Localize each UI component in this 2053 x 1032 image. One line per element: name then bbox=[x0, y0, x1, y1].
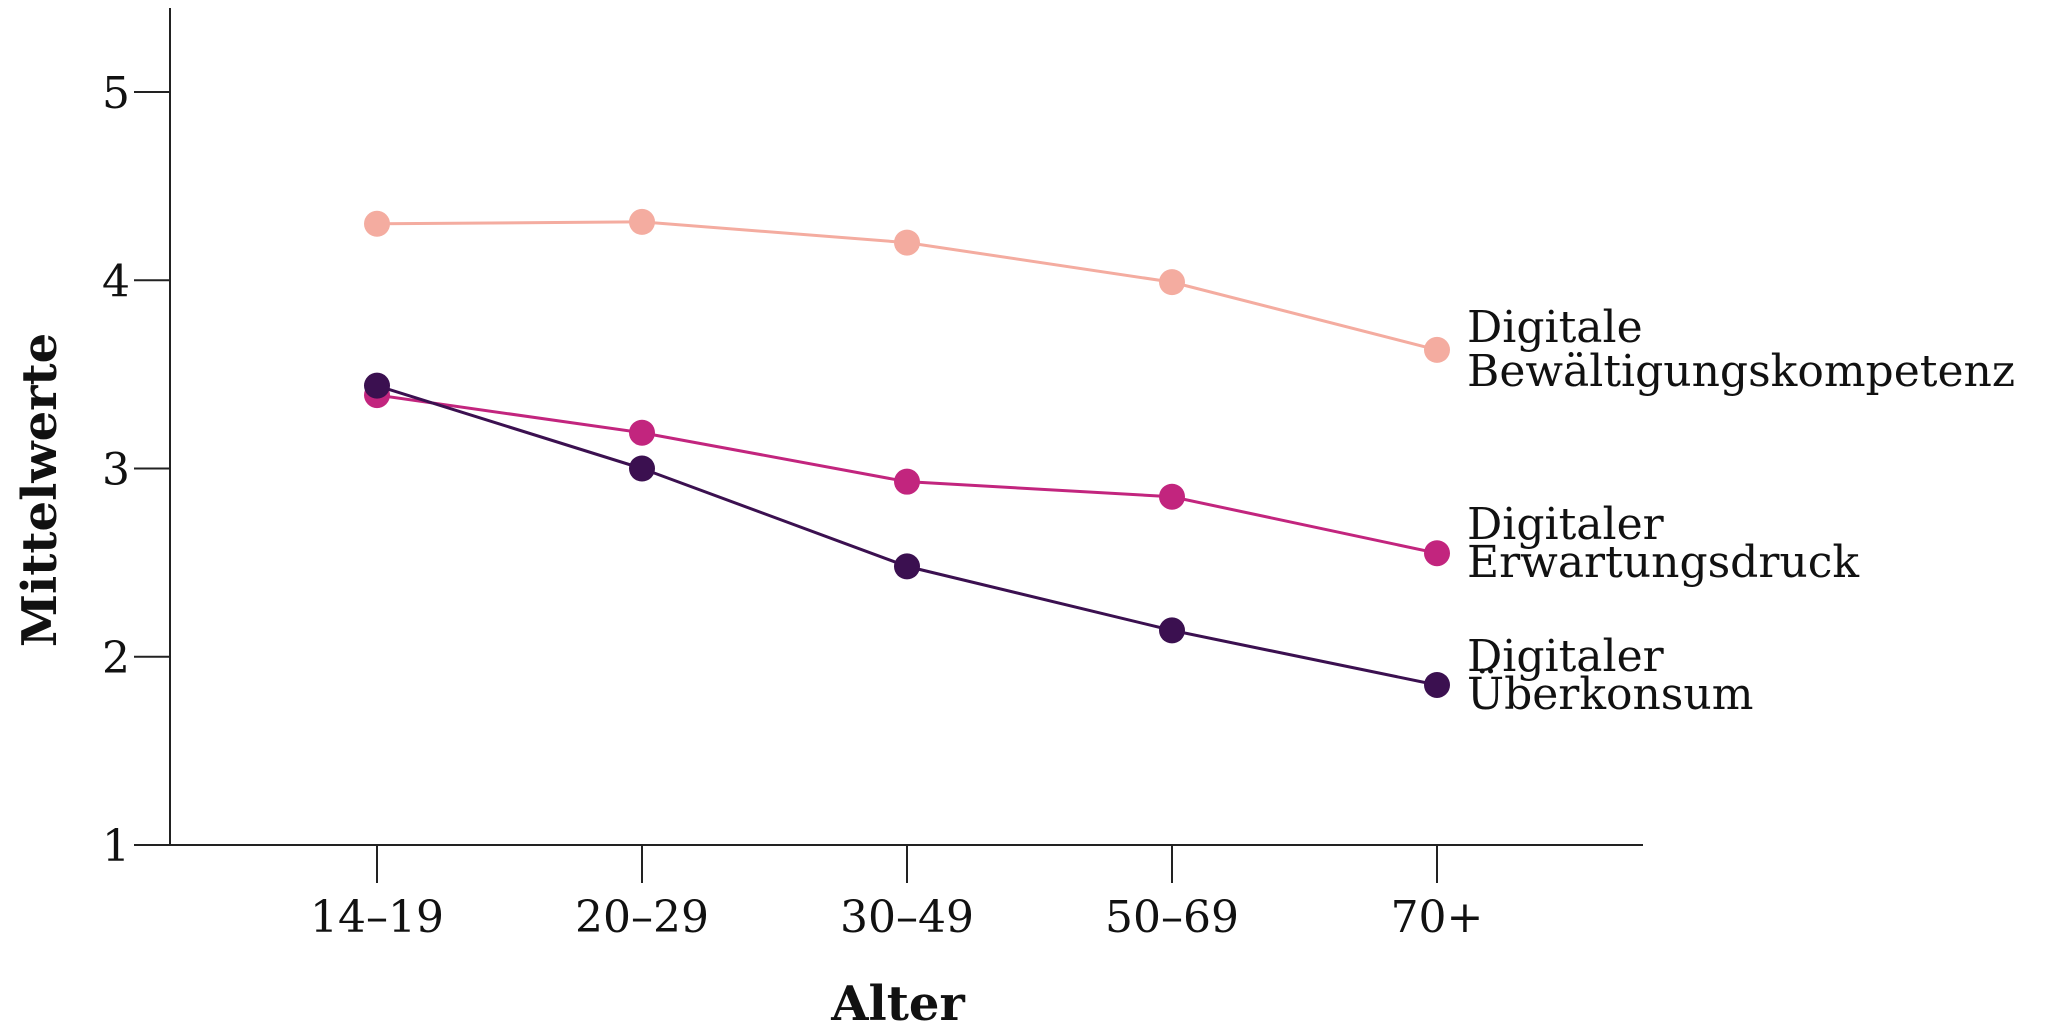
series-labels: DigitaleBewältigungskompetenzDigitalerEr… bbox=[1467, 302, 2015, 720]
data-point-erwartungsdruck bbox=[894, 468, 920, 495]
series-label-bewaeltigung: Digitale bbox=[1467, 302, 1643, 353]
data-point-ueberkonsum bbox=[894, 553, 920, 580]
data-point-erwartungsdruck bbox=[629, 419, 655, 446]
y-tick-label: 4 bbox=[102, 256, 130, 307]
series-label-ueberkonsum: Digitaler bbox=[1467, 631, 1665, 682]
data-point-bewaeltigung bbox=[1159, 269, 1185, 296]
axes: 1 2 3 4 5 14–19 20–29 30–49 50–69 70+ bbox=[102, 8, 1643, 943]
data-point-bewaeltigung bbox=[894, 229, 920, 256]
series-erwartungsdruck bbox=[364, 382, 1450, 567]
data-point-ueberkonsum bbox=[1424, 671, 1450, 698]
series-label-ueberkonsum: Überkonsum bbox=[1467, 667, 1753, 720]
data-point-erwartungsdruck bbox=[1424, 540, 1450, 567]
x-tick-label: 20–29 bbox=[575, 892, 709, 943]
data-point-ueberkonsum bbox=[364, 372, 390, 399]
series-label-erwartungsdruck: Digitaler bbox=[1467, 499, 1665, 550]
series-line-ueberkonsum bbox=[376, 384, 1438, 687]
data-point-bewaeltigung bbox=[1424, 336, 1450, 363]
x-axis-title: Alter bbox=[830, 976, 965, 1032]
y-tick-label: 2 bbox=[102, 633, 130, 684]
y-tick-label: 5 bbox=[102, 68, 130, 119]
data-point-erwartungsdruck bbox=[1159, 483, 1185, 510]
series-label-bewaeltigung: Bewältigungskompetenz bbox=[1467, 346, 2015, 397]
data-point-bewaeltigung bbox=[629, 208, 655, 235]
y-tick-label: 3 bbox=[102, 445, 130, 496]
series-lines bbox=[364, 208, 1450, 698]
data-point-ueberkonsum bbox=[629, 455, 655, 482]
series-bewaeltigung bbox=[364, 208, 1450, 363]
y-axis-title: Mittelwerte bbox=[12, 333, 68, 647]
series-label-erwartungsdruck: Erwartungsdruck bbox=[1467, 537, 1859, 588]
series-ueberkonsum bbox=[364, 372, 1450, 698]
y-tick-label: 1 bbox=[102, 821, 130, 872]
x-tick-label: 30–49 bbox=[840, 892, 974, 943]
data-point-ueberkonsum bbox=[1159, 617, 1185, 644]
x-tick-label: 50–69 bbox=[1105, 892, 1239, 943]
x-tick-label: 70+ bbox=[1391, 892, 1484, 943]
x-tick-label: 14–19 bbox=[310, 892, 444, 943]
data-point-bewaeltigung bbox=[364, 210, 390, 237]
